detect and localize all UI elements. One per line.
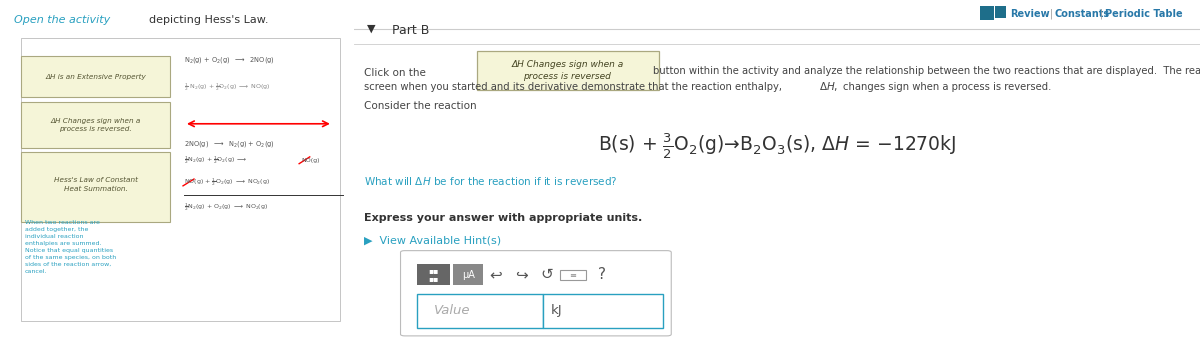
- Text: ↺: ↺: [540, 267, 553, 282]
- Text: Value: Value: [434, 305, 470, 317]
- Text: ?: ?: [598, 267, 606, 282]
- Bar: [452, 264, 484, 285]
- Text: screen when you started and its derivative demonstrate that the reaction enthalp: screen when you started and its derivati…: [364, 82, 782, 92]
- Text: Review: Review: [1010, 9, 1050, 19]
- Text: ▶  View Available Hint(s): ▶ View Available Hint(s): [364, 235, 502, 246]
- Text: ≡: ≡: [570, 271, 577, 280]
- Text: Express your answer with appropriate units.: Express your answer with appropriate uni…: [364, 213, 642, 223]
- Bar: [542, 294, 662, 328]
- Text: Click on the: Click on the: [364, 68, 426, 78]
- Text: Open the activity: Open the activity: [14, 15, 110, 25]
- Text: button within the activity and analyze the relationship between the two reaction: button within the activity and analyze t…: [653, 65, 1200, 76]
- Text: $\frac{1}{2}$N$_2$(g) + $\frac{1}{2}$O$_2$(g) $\longrightarrow$: $\frac{1}{2}$N$_2$(g) + $\frac{1}{2}$O$_…: [184, 154, 247, 166]
- Text: $\Delta H$,: $\Delta H$,: [820, 80, 839, 93]
- Text: kJ: kJ: [551, 305, 562, 317]
- FancyBboxPatch shape: [22, 102, 170, 148]
- Text: NO(g) + $\frac{1}{2}$O$_2$(g) $\longrightarrow$ NO$_2$(g): NO(g) + $\frac{1}{2}$O$_2$(g) $\longrigh…: [184, 176, 270, 189]
- Bar: [418, 264, 450, 285]
- Text: Periodic Table: Periodic Table: [1105, 9, 1183, 19]
- Text: depicting Hess's Law.: depicting Hess's Law.: [149, 15, 268, 25]
- Text: N$_2$(g) + O$_2$(g)  $\longrightarrow$  2NO(g): N$_2$(g) + O$_2$(g) $\longrightarrow$ 2N…: [184, 55, 275, 65]
- Bar: [980, 6, 994, 20]
- Text: ▪▪
▪▪: ▪▪ ▪▪: [428, 266, 439, 283]
- Text: µA: µA: [462, 269, 475, 280]
- Text: B(s) + $\frac{3}{2}$O$_2$(g)→B$_2$O$_3$(s), $\Delta H$ = $-$1270kJ: B(s) + $\frac{3}{2}$O$_2$(g)→B$_2$O$_3$(…: [598, 132, 956, 161]
- Text: $\frac{1}{2}$ N$_2$(g) + $\frac{1}{2}$O$_2$(g) $\longrightarrow$ NO(g): $\frac{1}{2}$ N$_2$(g) + $\frac{1}{2}$O$…: [184, 81, 271, 93]
- Text: When two reactions are
added together, the
individual reaction
enthalpies are su: When two reactions are added together, t…: [25, 220, 116, 274]
- Bar: [995, 6, 1007, 18]
- Text: $\frac{1}{2}$N$_2$(g) + O$_2$(g) $\longrightarrow$ NO$_2$(g): $\frac{1}{2}$N$_2$(g) + O$_2$(g) $\longr…: [184, 201, 269, 213]
- Text: 2NO(g)  $\longrightarrow$  N$_2$(g) + O$_2$(g): 2NO(g) $\longrightarrow$ N$_2$(g) + O$_2…: [184, 139, 275, 149]
- Text: |: |: [1100, 9, 1104, 19]
- Text: What will $\Delta H$ be for the reaction if it is reversed?: What will $\Delta H$ be for the reaction…: [364, 175, 618, 187]
- Bar: [418, 294, 542, 328]
- Text: Consider the reaction: Consider the reaction: [364, 101, 476, 112]
- Text: Constants: Constants: [1055, 9, 1110, 19]
- Text: ↩: ↩: [490, 267, 503, 282]
- FancyBboxPatch shape: [22, 152, 170, 222]
- Text: ↪: ↪: [515, 267, 528, 282]
- Text: Part B: Part B: [392, 24, 430, 37]
- FancyBboxPatch shape: [476, 51, 659, 90]
- FancyBboxPatch shape: [401, 251, 671, 336]
- Text: Hess's Law of Constant
Heat Summation.: Hess's Law of Constant Heat Summation.: [54, 177, 138, 192]
- Text: NO(g): NO(g): [301, 158, 319, 163]
- Bar: [560, 270, 586, 280]
- Text: |: |: [1050, 9, 1052, 19]
- Text: ΔH Changes sign when a
process is reversed.: ΔH Changes sign when a process is revers…: [50, 118, 140, 132]
- Text: ▼: ▼: [367, 24, 376, 34]
- Text: ΔH is an Extensive Property: ΔH is an Extensive Property: [46, 74, 146, 80]
- FancyBboxPatch shape: [22, 38, 340, 321]
- Text: changes sign when a process is reversed.: changes sign when a process is reversed.: [842, 82, 1051, 92]
- FancyBboxPatch shape: [22, 56, 170, 97]
- Text: ΔH Changes sign when a
process is reversed: ΔH Changes sign when a process is revers…: [511, 60, 623, 81]
